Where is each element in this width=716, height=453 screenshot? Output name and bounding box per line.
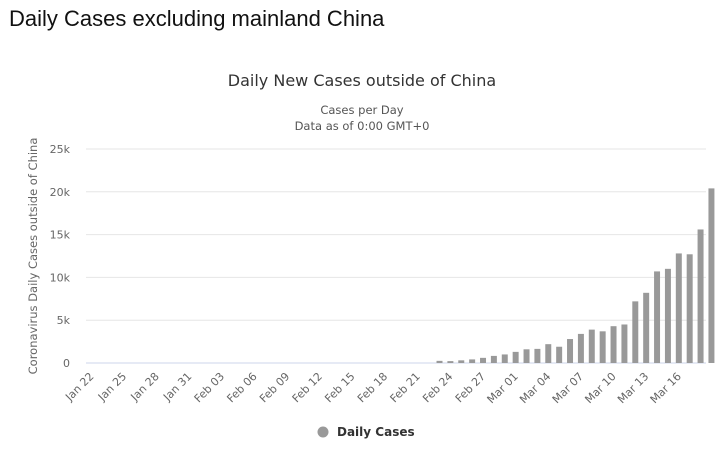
legend[interactable]: Daily Cases bbox=[317, 425, 415, 439]
chart-title: Daily New Cases outside of China bbox=[228, 71, 496, 90]
bar[interactable] bbox=[490, 355, 497, 363]
y-tick-label: 20k bbox=[50, 186, 71, 199]
x-tick-label: Feb 06 bbox=[224, 370, 259, 405]
bar[interactable] bbox=[664, 268, 671, 363]
bar[interactable] bbox=[643, 292, 650, 363]
bar[interactable] bbox=[567, 339, 574, 363]
bar[interactable] bbox=[577, 333, 584, 363]
bar[interactable] bbox=[654, 271, 661, 363]
bar[interactable] bbox=[588, 329, 595, 363]
bar[interactable] bbox=[447, 361, 454, 363]
bar[interactable] bbox=[523, 349, 530, 363]
x-tick-label: Jan 28 bbox=[128, 370, 162, 404]
x-tick-label: Jan 31 bbox=[160, 370, 194, 404]
bars bbox=[436, 188, 715, 363]
legend-label: Daily Cases bbox=[337, 425, 415, 439]
bar[interactable] bbox=[708, 188, 715, 363]
x-tick-label: Feb 15 bbox=[322, 370, 357, 405]
x-tick-label: Mar 10 bbox=[582, 370, 618, 406]
bar[interactable] bbox=[534, 348, 541, 363]
page-heading: Daily Cases excluding mainland China bbox=[9, 6, 385, 31]
bar[interactable] bbox=[675, 253, 682, 363]
bar[interactable] bbox=[501, 354, 508, 363]
legend-marker-icon bbox=[317, 426, 329, 438]
bar[interactable] bbox=[512, 351, 519, 363]
bar[interactable] bbox=[458, 360, 465, 363]
y-tick-label: 5k bbox=[57, 314, 71, 327]
x-tick-label: Mar 16 bbox=[648, 370, 684, 406]
y-tick-label: 15k bbox=[50, 229, 71, 242]
chart-subtitle-line-1: Cases per Day bbox=[320, 103, 403, 117]
x-tick-label: Jan 25 bbox=[95, 370, 129, 404]
x-tick-label: Feb 21 bbox=[388, 370, 423, 405]
x-tick-label: Feb 12 bbox=[290, 370, 325, 405]
y-axis-ticks: 0 5k 10k 15k 20k 25k bbox=[50, 143, 71, 370]
y-tick-label: 0 bbox=[63, 357, 70, 370]
bar[interactable] bbox=[610, 326, 617, 363]
bar[interactable] bbox=[469, 359, 476, 363]
x-tick-label: Feb 27 bbox=[453, 370, 488, 405]
chart-subtitle-line-2: Data as of 0:00 GMT+0 bbox=[295, 119, 430, 133]
x-tick-label: Mar 13 bbox=[615, 370, 651, 406]
grid-layer bbox=[86, 148, 706, 364]
x-tick-label: Feb 09 bbox=[257, 370, 292, 405]
x-tick-label: Mar 04 bbox=[517, 370, 553, 406]
x-tick-label: Feb 03 bbox=[192, 370, 227, 405]
x-tick-label: Mar 01 bbox=[485, 370, 521, 406]
x-tick-label: Mar 07 bbox=[550, 370, 586, 406]
bar[interactable] bbox=[621, 324, 628, 363]
bar[interactable] bbox=[632, 301, 639, 363]
bar[interactable] bbox=[480, 357, 487, 363]
x-tick-label: Jan 22 bbox=[62, 370, 96, 404]
x-tick-label: Feb 24 bbox=[420, 370, 455, 405]
bar[interactable] bbox=[697, 229, 704, 363]
y-tick-label: 10k bbox=[50, 271, 71, 284]
y-tick-label: 25k bbox=[50, 143, 71, 156]
x-tick-label: Feb 18 bbox=[355, 370, 390, 405]
bar[interactable] bbox=[556, 346, 563, 363]
bar[interactable] bbox=[545, 344, 552, 363]
bar[interactable] bbox=[599, 331, 606, 363]
bar[interactable] bbox=[436, 360, 443, 363]
bar[interactable] bbox=[686, 254, 693, 363]
y-axis-label: Coronavirus Daily Cases outside of China bbox=[26, 138, 40, 375]
